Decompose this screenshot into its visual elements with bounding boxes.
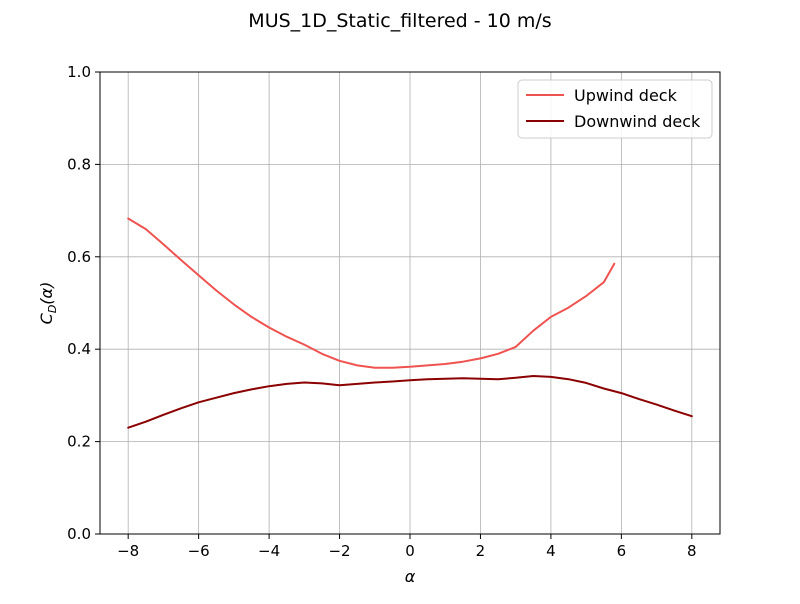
x-tick-label: 6 <box>617 542 627 560</box>
legend-label-downwind: Downwind deck <box>574 112 701 131</box>
y-tick-label: 1.0 <box>67 63 91 81</box>
legend-box <box>517 79 713 139</box>
y-axis-label-main: C <box>37 312 56 324</box>
x-tick-label: 4 <box>546 542 556 560</box>
y-axis-ticks: 0.0 0.2 0.4 0.6 0.8 1.0 <box>67 63 100 543</box>
series-line-upwind-deck <box>127 217 616 369</box>
legend: Upwind deck Downwind deck <box>517 79 713 139</box>
series-layer <box>127 217 693 429</box>
y-axis-label: CD(α) <box>37 282 59 325</box>
x-axis-ticks: −8 −6 −4 −2 0 2 4 6 8 <box>117 534 697 560</box>
y-tick-label: 0.8 <box>67 155 91 173</box>
x-tick-label: −6 <box>188 542 210 560</box>
x-tick-label: −2 <box>328 542 350 560</box>
x-axis-label: α <box>405 567 416 586</box>
x-tick-label: −4 <box>258 542 280 560</box>
y-axis-label-subscript: D <box>46 305 59 313</box>
y-tick-label: 0.2 <box>67 433 91 451</box>
y-tick-label: 0.6 <box>67 248 91 266</box>
series-line-downwind-deck <box>127 375 693 429</box>
chart-title: MUS_1D_Static_filtered - 10 m/s <box>248 10 551 32</box>
x-tick-label: 8 <box>687 542 697 560</box>
x-tick-label: 2 <box>476 542 486 560</box>
x-tick-label: 0 <box>405 542 415 560</box>
y-axis-label-tail: (α) <box>37 282 56 305</box>
legend-label-upwind: Upwind deck <box>574 86 678 105</box>
y-tick-label: 0.0 <box>67 525 91 543</box>
y-tick-label: 0.4 <box>67 340 91 358</box>
x-tick-label: −8 <box>117 542 139 560</box>
